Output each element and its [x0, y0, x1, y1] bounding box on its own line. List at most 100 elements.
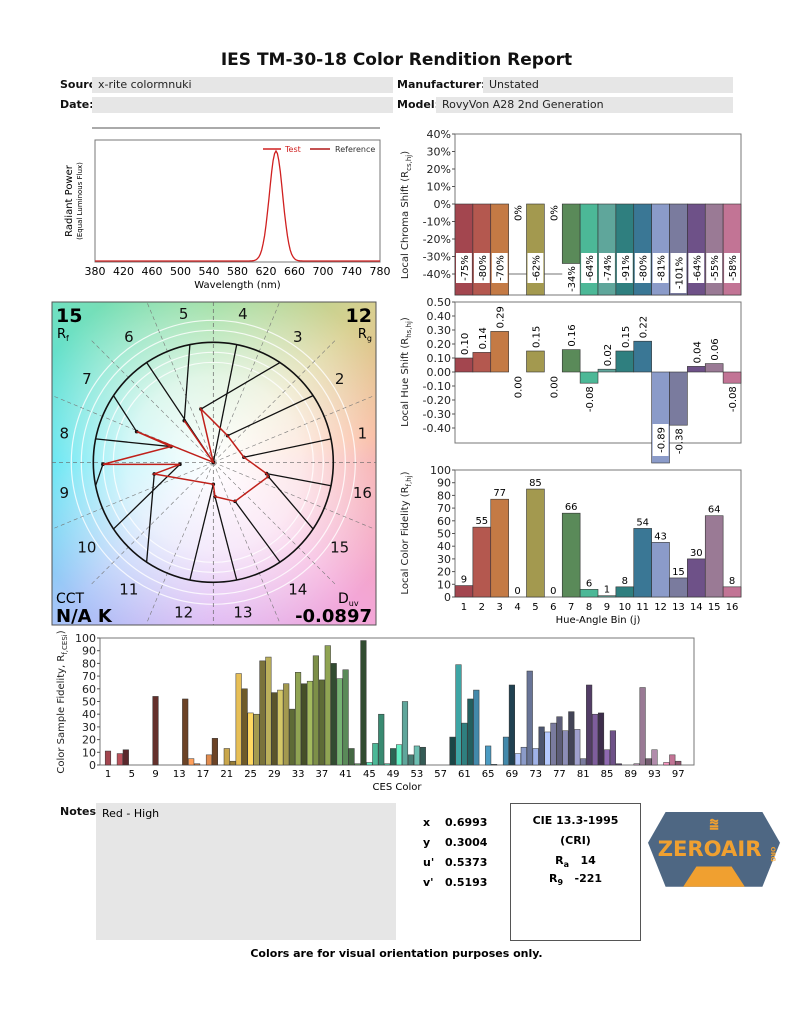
model-label: Model: [397, 98, 440, 111]
fidelity-bar-label: 6 [586, 578, 592, 589]
chroma-vector-arrow [183, 344, 191, 421]
x-tick-label: 49 [387, 769, 400, 780]
x-tick-label: 65 [482, 769, 495, 780]
y-label: y [423, 836, 431, 849]
chroma-vector-arrow [266, 472, 332, 487]
test-gamut-polygon [102, 406, 270, 503]
ces-bar [283, 683, 290, 766]
hue-shift-label: 0.00 [514, 376, 525, 398]
y-tick-label: -0.10 [423, 380, 451, 393]
x-tick-label: 540 [199, 265, 220, 278]
y-tick-label: 0% [434, 198, 451, 211]
y-axis-label: Local Chroma Shift (Rcs,hj) [400, 151, 413, 279]
bin-boundary-line [146, 462, 214, 625]
y-tick-label: 50 [82, 696, 96, 709]
chroma-bar-label: -74% [603, 255, 614, 281]
spectrum-chart: 380 420 460 500 540 580 620 660 700 740 780 Wavelen… [64, 127, 391, 291]
label-background [473, 253, 490, 283]
y-tick-label: 90 [437, 477, 451, 490]
cct-value: N/A K [56, 606, 113, 627]
source-field: x-rite colormnuki [92, 77, 393, 93]
y-tick-label: -10% [423, 216, 451, 229]
hue-shift-label: 0.16 [567, 324, 578, 346]
hue-shift-bar [454, 357, 474, 373]
y-tick-label: 10% [427, 181, 451, 194]
fidelity-bar [615, 586, 635, 598]
y-tick-label: 0.50 [427, 296, 452, 309]
y-tick-label: 20 [82, 734, 96, 747]
ces-bar [265, 656, 272, 766]
y-tick-label: 0 [444, 591, 451, 604]
fidelity-bar [704, 515, 724, 598]
ces-bar [675, 760, 682, 766]
label-background [456, 253, 472, 283]
hue-bin-label: 10 [77, 539, 96, 557]
bin-boundary-line [89, 338, 214, 463]
x-tick-label: 29 [268, 769, 281, 780]
chroma-bar-label: 0% [514, 205, 525, 221]
r9-label: R [548, 872, 558, 886]
ces-bar [633, 763, 640, 766]
ces-bar [556, 716, 563, 766]
ra-row: Ra 14 [511, 854, 640, 869]
ces-bar [152, 696, 159, 766]
fidelity-bar-label: 15 [672, 567, 685, 578]
ces-bar [247, 712, 254, 766]
ces-bar [211, 738, 218, 766]
chroma-bar-label: -80% [478, 255, 489, 281]
x-axis-label: Hue-Angle Bin (j) [556, 615, 641, 626]
hue-shift-bar [490, 331, 509, 373]
y-value: 0.3004 [445, 836, 488, 849]
x-tick-label: 5 [129, 769, 135, 780]
legend-test-label: Test [284, 145, 301, 154]
hue-bin-label: 2 [335, 370, 345, 388]
duv-value: -0.0897 [295, 606, 372, 627]
x-tick-label: 41 [339, 769, 352, 780]
fidelity-bar [454, 585, 474, 598]
chroma-shift-chart: 40% 30% 20% 10% 0% -10% -20% -30% -40% Local Chro… [400, 128, 742, 296]
hue-shift-label: 0.29 [496, 306, 507, 328]
hue-shift-label: 0.02 [603, 344, 614, 366]
ra-sub: a [563, 860, 570, 870]
cct-label: CCT [56, 591, 85, 607]
u-prime-label: u' [423, 856, 435, 869]
y-tick-label: 0 [89, 759, 96, 772]
hue-bin-label: 3 [293, 328, 303, 346]
ces-bar [277, 689, 284, 766]
x-tick-label: 580 [227, 265, 248, 278]
y-tick-label: 10 [437, 578, 451, 591]
x-tick-label: 13 [173, 769, 186, 780]
ces-bar [413, 745, 420, 766]
x-tick-label: 7 [568, 602, 574, 613]
chroma-bar-label: -70% [496, 255, 507, 281]
hue-shift-label: -0.38 [674, 428, 685, 454]
y-axis-label: Radiant Power [64, 164, 75, 237]
ces-bar [491, 764, 498, 766]
ces-bar [449, 736, 456, 766]
ces-bar [289, 708, 296, 766]
hue-bin-label: 11 [119, 581, 138, 599]
y-tick-label: 90 [82, 645, 96, 658]
hue-shift-bar [615, 350, 635, 373]
x-tick-label: 14 [690, 602, 703, 613]
y-axis-sublabel: (Equal Luminous Flux) [76, 162, 84, 240]
hue-shift-bar [472, 352, 492, 373]
fidelity-bar-label: 30 [690, 548, 703, 559]
chroma-vector-arrow [145, 473, 155, 563]
x-axis-label: Wavelength (nm) [194, 280, 280, 291]
ces-bar [455, 664, 462, 766]
ces-bar [229, 760, 236, 766]
fidelity-bar-label: 55 [475, 516, 488, 527]
v-prime-value: 0.5193 [445, 876, 488, 889]
ces-bar [354, 763, 361, 766]
hue-bin-label: 4 [238, 305, 248, 323]
x-axis-label: CES Color [373, 782, 423, 793]
y-tick-label: 0.00 [427, 366, 452, 379]
y-tick-label: 40 [82, 708, 96, 721]
chroma-vector-arrow [200, 361, 281, 410]
ra-value: 14 [580, 854, 596, 867]
label-background [652, 253, 669, 283]
legend-reference-label: Reference [335, 145, 375, 154]
chroma-vector-arrow [243, 438, 332, 458]
ces-bar [574, 729, 581, 766]
